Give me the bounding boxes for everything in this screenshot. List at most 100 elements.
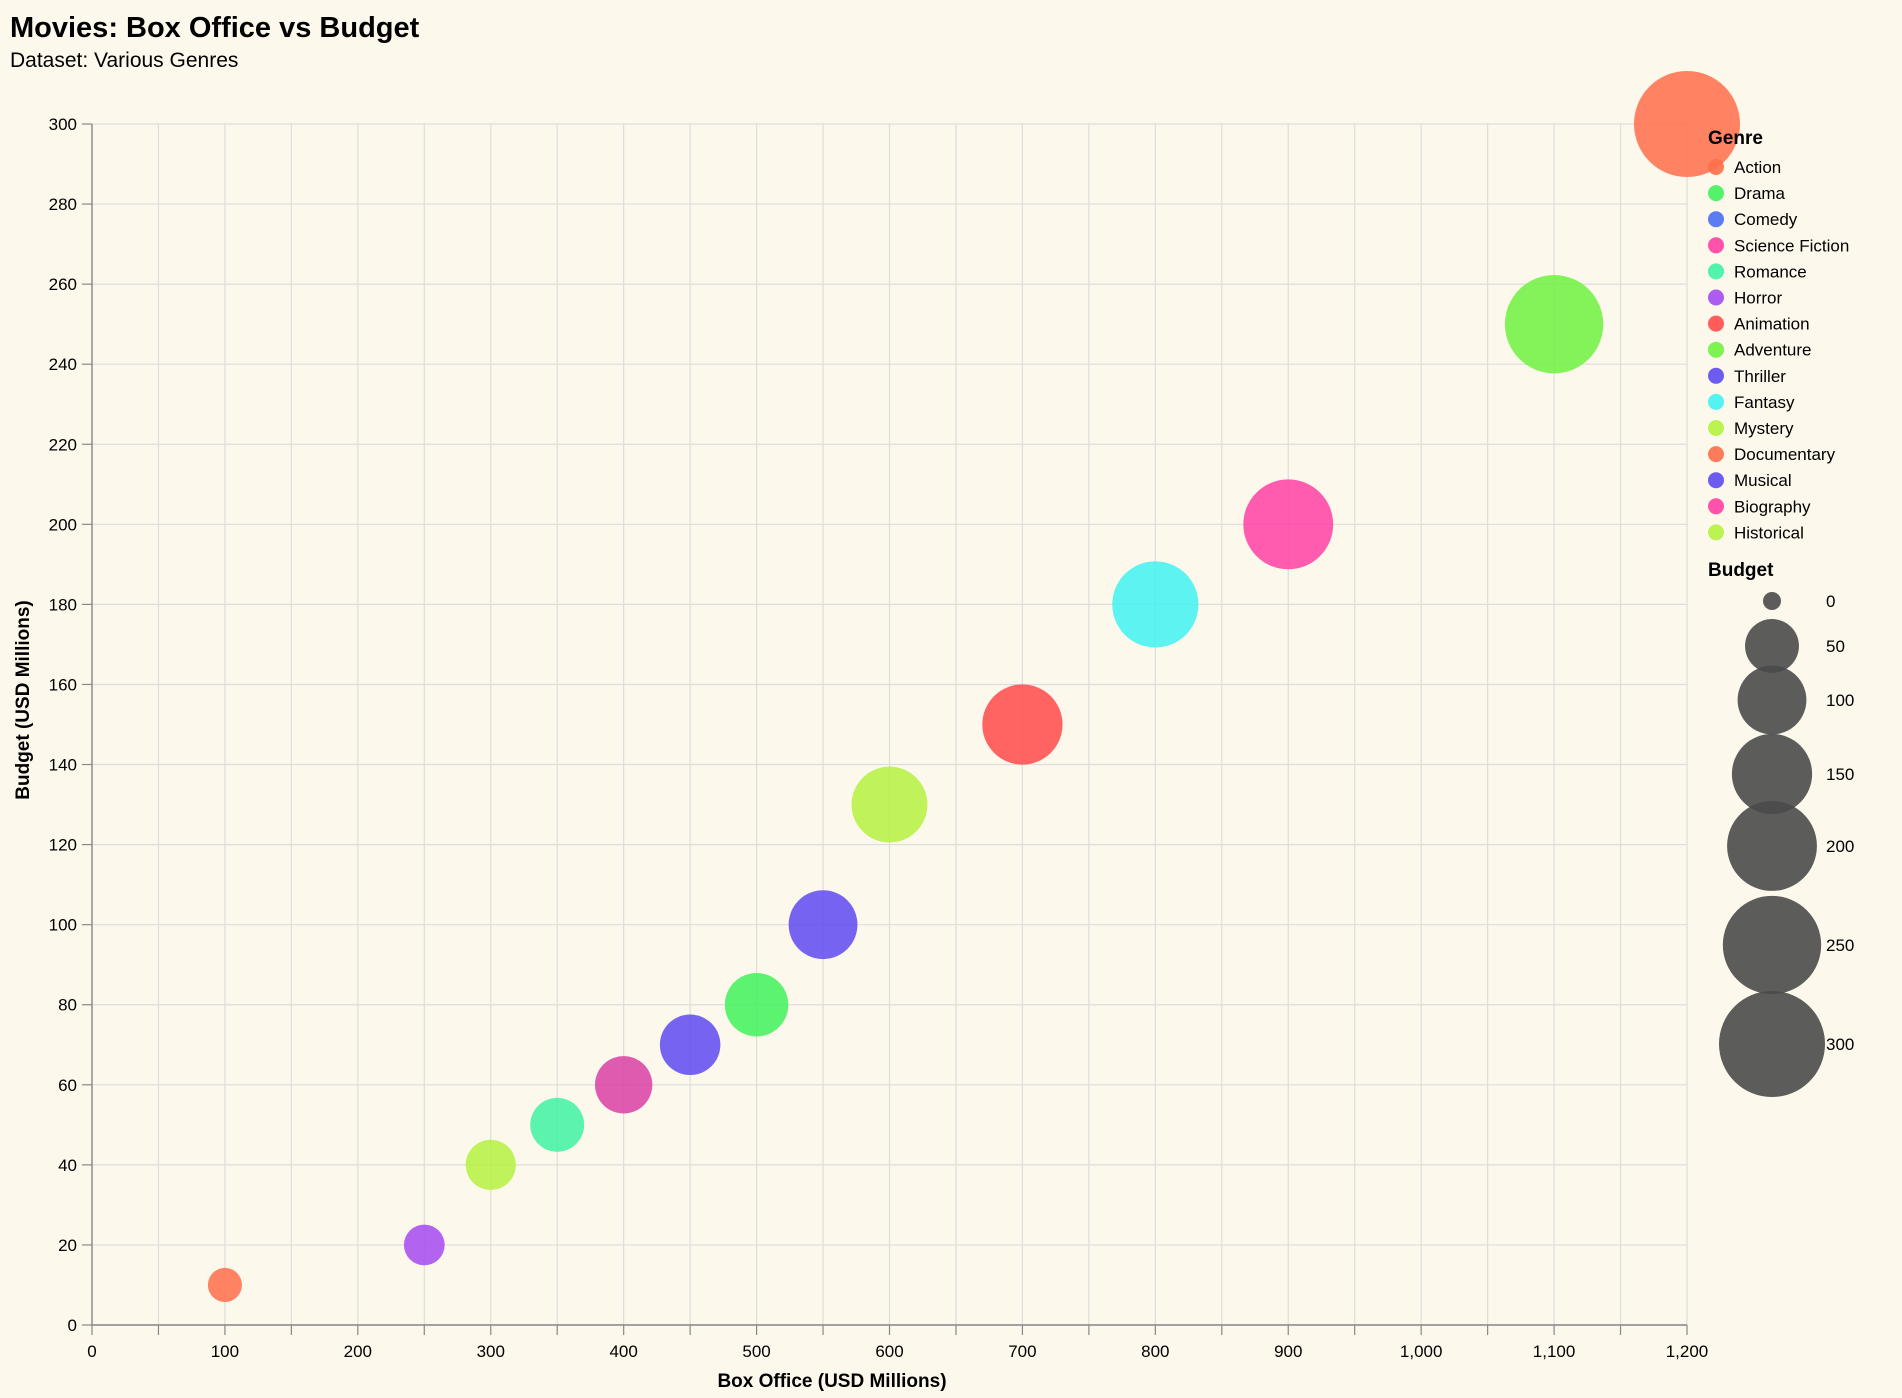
y-tick-label: 20: [58, 1236, 77, 1255]
data-points: [207, 71, 1740, 1302]
size-legend-swatch: [1722, 895, 1822, 995]
legend-swatch: [1708, 420, 1724, 436]
point-biography: [1243, 479, 1334, 570]
legend-label: Drama: [1734, 184, 1786, 203]
size-legend-label: 150: [1826, 765, 1854, 784]
x-tick-label: 600: [875, 1342, 903, 1361]
point-musical: [788, 890, 858, 960]
size-legend-swatch: [1737, 665, 1807, 735]
point-action: [1634, 71, 1740, 177]
color-legend-items: Action Drama Comedy Science Fiction Romance H…: [1708, 158, 1849, 542]
x-tick-label: 700: [1008, 1342, 1036, 1361]
legend-swatch: [1708, 237, 1724, 254]
y-tick-label: 220: [49, 435, 77, 454]
size-legend-swatch: [1719, 991, 1825, 1097]
legend-label: Mystery: [1734, 419, 1794, 438]
y-tick-label: 100: [49, 916, 77, 935]
legend-label: Historical: [1734, 523, 1804, 542]
x-tick-label: 400: [609, 1342, 637, 1361]
legend-swatch: [1708, 341, 1724, 358]
y-tick-label: 80: [58, 996, 77, 1015]
legend-swatch: [1708, 263, 1724, 280]
legend: Genre Action Drama Comedy Science Fiction Ro…: [1708, 128, 1854, 1097]
y-tick-label: 120: [49, 836, 77, 855]
y-tick-label: 300: [49, 115, 77, 134]
point-thriller: [659, 1014, 721, 1076]
size-legend-label: 300: [1826, 1035, 1854, 1054]
legend-label: Thriller: [1734, 367, 1786, 386]
y-tick-label: 0: [68, 1316, 77, 1335]
point-animation: [982, 684, 1063, 765]
size-legend-swatch: [1727, 801, 1817, 891]
legend-swatch: [1708, 393, 1724, 410]
legend-label: Fantasy: [1734, 393, 1795, 412]
size-legend-swatch: [1731, 733, 1813, 815]
point-historical: [851, 766, 928, 843]
size-legend-title: Budget: [1708, 560, 1774, 581]
size-legend-items: 0 50 100 150 200 250 300: [1719, 592, 1854, 1097]
color-legend-title: Genre: [1708, 128, 1763, 149]
y-axis-title: Budget (USD Millions): [13, 600, 34, 799]
axes: 0 100 200 300 400 500 600 700 800 900 1,000 1,100 1,…: [49, 115, 1709, 1361]
point-drama: [724, 973, 789, 1037]
legend-label: Romance: [1734, 262, 1807, 281]
size-legend-swatch: [1745, 619, 1799, 673]
chart-title: Movies: Box Office vs Budget: [10, 12, 420, 44]
point-mystery: [465, 1139, 516, 1190]
y-tick-label: 200: [49, 515, 77, 534]
legend-swatch: [1708, 315, 1724, 332]
point-documentary: [207, 1267, 242, 1302]
y-tick-label: 260: [49, 275, 77, 294]
x-tick-label: 1,100: [1533, 1342, 1576, 1361]
x-tick-label: 500: [742, 1342, 770, 1361]
legend-label: Horror: [1734, 289, 1783, 308]
legend-swatch: [1708, 498, 1724, 515]
point-adventure: [1504, 275, 1604, 374]
x-tick-label: 200: [344, 1342, 372, 1361]
legend-swatch: [1708, 185, 1724, 202]
legend-swatch: [1708, 524, 1724, 541]
legend-label: Adventure: [1734, 341, 1812, 360]
point-romance: [530, 1097, 585, 1152]
y-tick-label: 180: [49, 595, 77, 614]
grid: [91, 123, 1688, 1326]
size-legend-label: 200: [1826, 837, 1854, 856]
legend-label: Action: [1734, 158, 1781, 177]
legend-swatch: [1708, 211, 1724, 228]
legend-swatch: [1708, 289, 1724, 306]
legend-label: Animation: [1734, 315, 1810, 334]
legend-label: Biography: [1734, 497, 1811, 516]
size-legend-label: 0: [1826, 592, 1835, 611]
y-tick-label: 60: [58, 1076, 77, 1095]
size-legend-label: 100: [1826, 691, 1854, 710]
point-science-fiction: [594, 1056, 653, 1114]
x-tick-label: 1,200: [1666, 1342, 1709, 1361]
legend-swatch: [1708, 472, 1724, 489]
legend-swatch: [1708, 367, 1724, 384]
legend-label: Comedy: [1734, 210, 1798, 229]
point-fantasy: [1112, 561, 1199, 648]
x-tick-label: 800: [1141, 1342, 1169, 1361]
legend-swatch: [1708, 159, 1724, 175]
x-tick-label: 1,000: [1400, 1342, 1443, 1361]
x-tick-label: 900: [1274, 1342, 1302, 1361]
legend-swatch: [1708, 446, 1724, 463]
y-tick-label: 40: [58, 1156, 77, 1175]
x-axis-title: Box Office (USD Millions): [717, 1371, 946, 1392]
x-tick-label: 0: [87, 1342, 96, 1361]
y-tick-label: 240: [49, 355, 77, 374]
x-tick-label: 300: [477, 1342, 505, 1361]
size-legend-label: 250: [1826, 936, 1854, 955]
legend-label: Science Fiction: [1734, 236, 1849, 255]
y-tick-label: 280: [49, 195, 77, 214]
chart-subtitle: Dataset: Various Genres: [10, 49, 238, 72]
legend-label: Musical: [1734, 471, 1792, 490]
point-horror: [403, 1224, 445, 1266]
legend-label: Documentary: [1734, 445, 1836, 464]
y-tick-label: 160: [49, 675, 77, 694]
size-legend-label: 50: [1826, 637, 1845, 656]
y-tick-label: 140: [49, 756, 77, 775]
x-tick-label: 100: [211, 1342, 239, 1361]
size-legend-swatch: [1763, 592, 1781, 610]
